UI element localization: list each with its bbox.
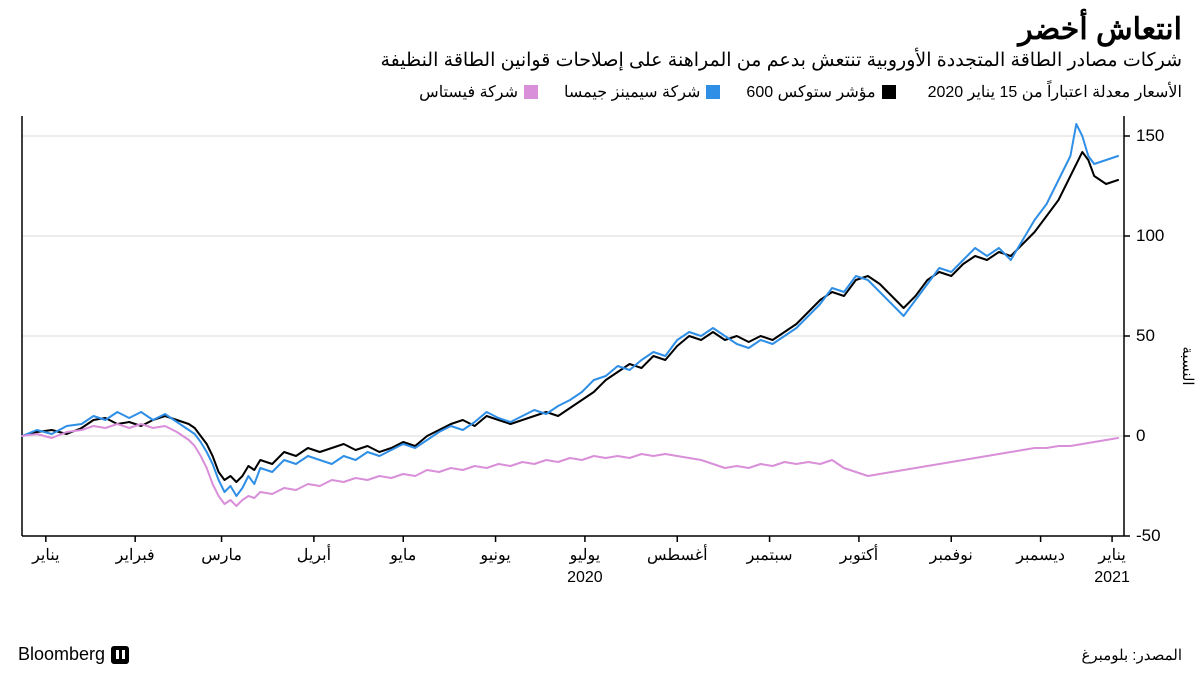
svg-text:فبراير: فبراير (115, 547, 155, 564)
svg-text:150: 150 (1136, 126, 1164, 145)
svg-text:يناير: يناير (31, 547, 59, 564)
legend-swatch (706, 85, 720, 99)
svg-text:0: 0 (1136, 426, 1145, 445)
chart-subtitle: شركات مصادر الطاقة المتجددة الأوروبية تن… (18, 49, 1182, 72)
svg-text:مارس: مارس (201, 547, 242, 564)
chart-area: -50 0 50 100 150 يناير فبراير مارس أبريل مايو يوني… (0, 106, 1200, 626)
svg-text:مايو: مايو (389, 547, 416, 564)
svg-text:ديسمبر: ديسمبر (1015, 547, 1065, 564)
legend-note: الأسعار معدلة اعتباراً من 15 يناير 2020 (928, 82, 1182, 102)
svg-text:يونيو: يونيو (479, 547, 510, 564)
svg-text:2021: 2021 (1094, 569, 1130, 586)
chart-title: انتعاش أخضر (18, 12, 1182, 47)
legend-item: شركة سيمينز جيمسا (564, 82, 720, 102)
svg-text:يوليو: يوليو (569, 547, 601, 564)
svg-text:-50: -50 (1136, 526, 1161, 545)
legend-label: شركة سيمينز جيمسا (564, 82, 700, 102)
svg-text:2020: 2020 (567, 569, 603, 586)
svg-text:أبريل: أبريل (297, 544, 331, 564)
svg-text:سبتمبر: سبتمبر (746, 547, 793, 564)
svg-text:أكتوبر: أكتوبر (839, 544, 878, 564)
legend-swatch (882, 85, 896, 99)
legend: الأسعار معدلة اعتباراً من 15 يناير 2020 … (18, 82, 1182, 102)
svg-text:نوفمبر: نوفمبر (929, 547, 973, 564)
brand-icon (111, 646, 129, 664)
legend-label: مؤشر ستوكس 600 (746, 82, 875, 102)
legend-item: مؤشر ستوكس 600 (746, 82, 895, 102)
svg-text:أغسطس: أغسطس (647, 544, 708, 564)
svg-text:50: 50 (1136, 326, 1155, 345)
source-text: المصدر: بلومبرغ (1081, 646, 1182, 664)
svg-text:يناير: يناير (1097, 547, 1125, 564)
legend-label: شركة فيستاس (419, 82, 518, 102)
y-axis-label: النسبة (1178, 346, 1196, 385)
legend-item: شركة فيستاس (419, 82, 538, 102)
legend-swatch (524, 85, 538, 99)
svg-text:100: 100 (1136, 226, 1164, 245)
brand: Bloomberg (18, 644, 129, 665)
line-chart: -50 0 50 100 150 يناير فبراير مارس أبريل مايو يوني… (0, 106, 1200, 626)
brand-label: Bloomberg (18, 644, 105, 665)
